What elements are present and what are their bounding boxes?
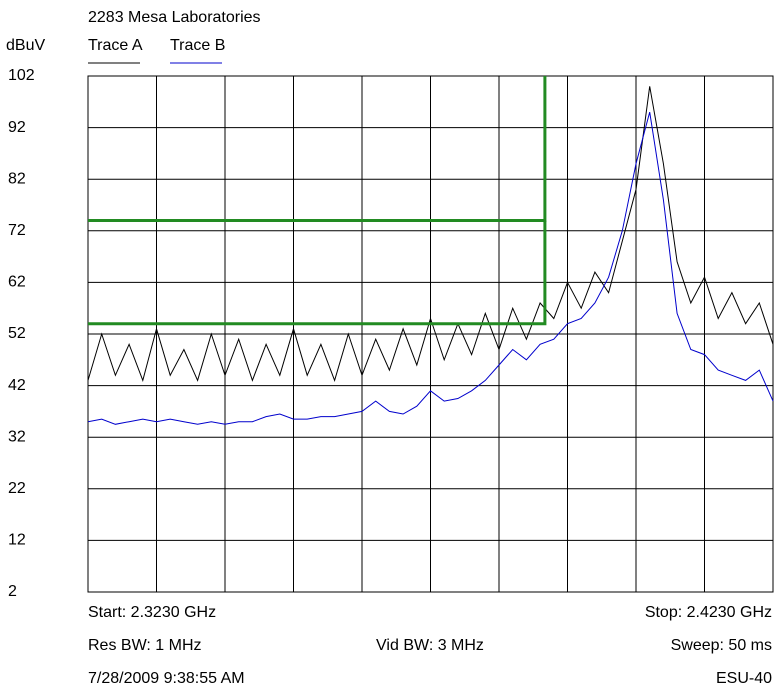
footer-model: ESU-40: [716, 670, 772, 687]
y-axis-label: dBuV: [6, 37, 45, 54]
footer-sweep: Sweep: 50 ms: [671, 637, 772, 654]
y-tick-label: 92: [8, 119, 26, 136]
footer-res-bw: Res BW: 1 MHz: [88, 637, 202, 654]
y-tick-label: 72: [8, 222, 26, 239]
footer-timestamp: 7/28/2009 9:38:55 AM: [88, 670, 245, 687]
y-tick-label: 42: [8, 377, 26, 394]
y-tick-label: 2: [8, 583, 17, 600]
y-tick-label: 22: [8, 480, 26, 497]
footer-stop: Stop: 2.4230 GHz: [645, 604, 772, 621]
chart-title: 2283 Mesa Laboratories: [88, 9, 261, 26]
footer-vid-bw: Vid BW: 3 MHz: [376, 637, 484, 654]
y-tick-label: 62: [8, 274, 26, 291]
y-tick-label: 52: [8, 325, 26, 342]
limit-line: [88, 220, 547, 326]
y-tick-label: 12: [8, 532, 26, 549]
y-tick-label: 102: [8, 67, 35, 84]
y-tick-label: 82: [8, 170, 26, 187]
y-tick-label: 32: [8, 428, 26, 445]
trace-line: [87, 86, 774, 383]
legend-label: Trace B: [170, 37, 225, 54]
trace-line: [87, 111, 774, 425]
footer-start: Start: 2.3230 GHz: [88, 604, 216, 621]
legend-label: Trace A: [88, 37, 143, 54]
